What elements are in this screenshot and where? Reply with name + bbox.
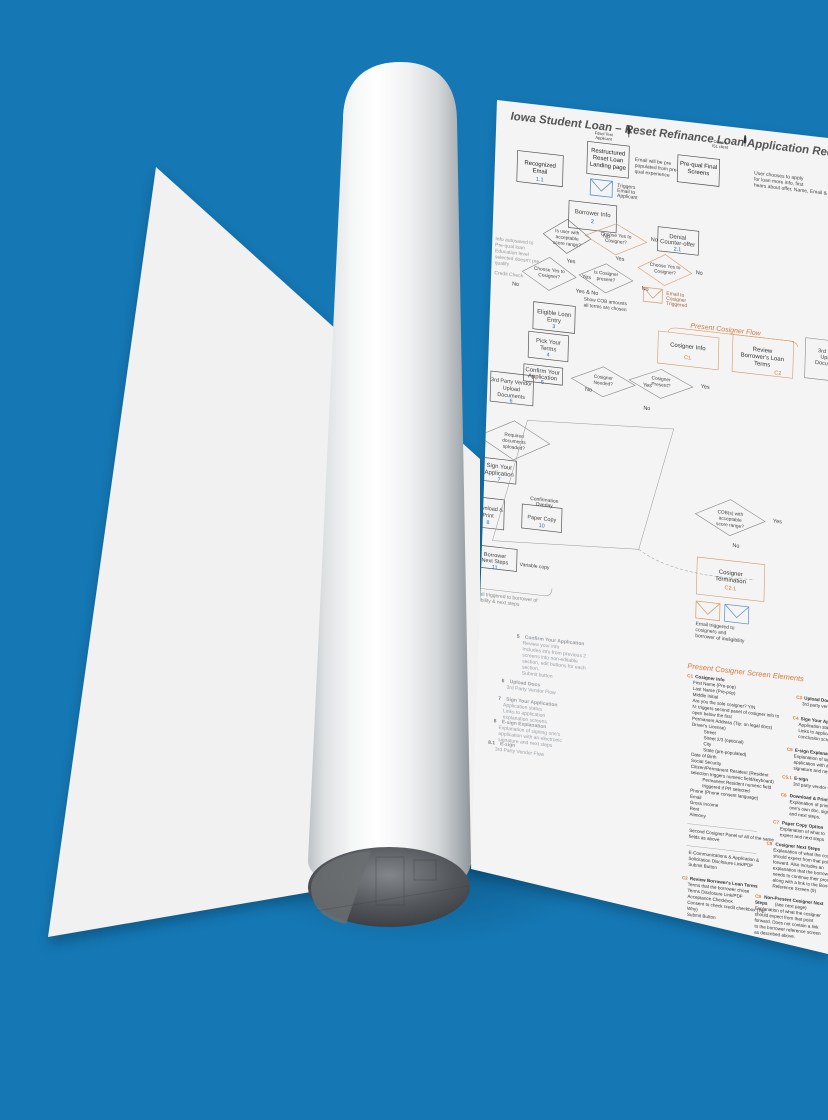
svg-text:C2: C2 <box>682 875 688 881</box>
svg-text:5: 5 <box>541 380 544 386</box>
svg-text:2: 2 <box>591 219 594 225</box>
svg-text:No: No <box>651 237 658 244</box>
svg-text:C8: C8 <box>766 841 772 847</box>
svg-text:C1: C1 <box>687 673 693 679</box>
svg-text:1.1: 1.1 <box>536 177 544 184</box>
svg-text:8: 8 <box>494 718 497 724</box>
svg-text:Yes: Yes <box>615 256 624 263</box>
svg-text:7: 7 <box>498 696 501 702</box>
svg-text:C5: C5 <box>787 747 793 753</box>
svg-text:4: 4 <box>547 352 550 358</box>
svg-text:No: No <box>732 543 739 550</box>
svg-text:No: No <box>585 387 592 394</box>
svg-text:7: 7 <box>497 477 500 483</box>
svg-text:C1: C1 <box>684 355 691 362</box>
svg-text:6: 6 <box>509 398 512 404</box>
svg-text:Yes: Yes <box>566 258 575 265</box>
svg-text:5: 5 <box>517 634 520 640</box>
svg-text:3: 3 <box>552 324 555 330</box>
svg-text:2.1: 2.1 <box>674 246 682 253</box>
svg-text:City: City <box>703 741 712 747</box>
svg-text:Yes: Yes <box>701 384 710 391</box>
svg-text:C3: C3 <box>796 695 802 701</box>
svg-text:No: No <box>696 270 703 277</box>
svg-text:11: 11 <box>492 565 498 572</box>
svg-text:No: No <box>643 405 650 412</box>
svg-text:8: 8 <box>486 520 489 526</box>
svg-text:10: 10 <box>539 523 545 530</box>
svg-text:C2: C2 <box>774 370 781 377</box>
svg-text:6: 6 <box>502 678 505 684</box>
svg-text:Yes: Yes <box>773 518 782 525</box>
svg-text:C7: C7 <box>773 819 779 825</box>
svg-text:C9: C9 <box>755 893 761 899</box>
svg-text:No: No <box>512 281 519 288</box>
svg-text:C4: C4 <box>793 715 799 721</box>
svg-text:C6: C6 <box>781 792 787 798</box>
